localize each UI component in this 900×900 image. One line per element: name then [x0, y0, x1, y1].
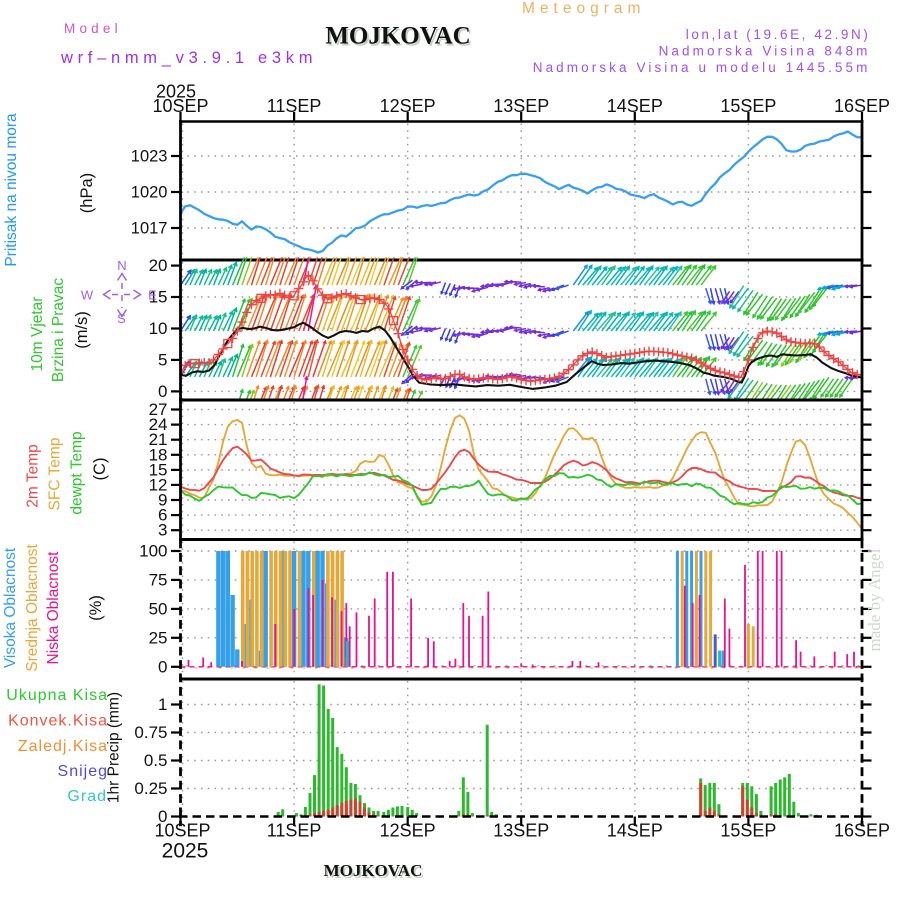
svg-text:Pritisak na nivou mora: Pritisak na nivou mora: [3, 113, 20, 267]
svg-text:Model: Model: [64, 21, 122, 36]
svg-text:3: 3: [158, 521, 167, 540]
svg-text:6: 6: [158, 506, 167, 525]
svg-text:5: 5: [158, 350, 167, 369]
svg-text:15SEP: 15SEP: [720, 96, 776, 116]
svg-text:MOJKOVAC: MOJKOVAC: [325, 23, 470, 50]
svg-text:12SEP: 12SEP: [380, 96, 436, 116]
svg-text:15: 15: [149, 288, 168, 307]
svg-text:12: 12: [149, 475, 168, 494]
svg-text:Srednja Oblacnost: Srednja Oblacnost: [24, 544, 41, 672]
svg-text:0.5: 0.5: [144, 751, 168, 770]
svg-text:S: S: [117, 311, 126, 326]
svg-text:1020: 1020: [131, 184, 168, 202]
svg-text:MOJKOVAC: MOJKOVAC: [325, 863, 424, 882]
svg-text:2m Temp: 2m Temp: [25, 444, 42, 507]
svg-text:Ukupna Kisa: Ukupna Kisa: [6, 687, 108, 704]
svg-text:Brzina i Pravac: Brzina i Pravac: [50, 278, 67, 382]
svg-text:Konvek.Kisa: Konvek.Kisa: [8, 713, 108, 730]
svg-text:1: 1: [158, 695, 167, 714]
svg-text:12SEP: 12SEP: [380, 821, 436, 841]
svg-text:9: 9: [158, 491, 167, 510]
svg-text:(m/s): (m/s): [73, 311, 91, 349]
svg-text:16SEP: 16SEP: [834, 96, 890, 116]
svg-text:2025: 2025: [162, 840, 209, 863]
svg-text:13SEP: 13SEP: [493, 821, 549, 841]
svg-text:Nadmorska Visina u modelu 1445: Nadmorska Visina u modelu 1445.55m: [533, 60, 871, 75]
svg-text:100: 100: [139, 542, 167, 561]
svg-text:lon,lat (19.6E, 42.9N): lon,lat (19.6E, 42.9N): [686, 27, 871, 42]
svg-text:14SEP: 14SEP: [607, 821, 663, 841]
svg-text:0: 0: [158, 657, 167, 676]
svg-text:0.75: 0.75: [134, 723, 167, 742]
svg-text:2025: 2025: [156, 82, 196, 102]
svg-text:Snijeg: Snijeg: [58, 763, 108, 780]
svg-text:N: N: [117, 258, 126, 273]
svg-text:25: 25: [149, 628, 168, 647]
svg-text:1017: 1017: [131, 220, 168, 238]
svg-text:21: 21: [149, 430, 168, 449]
svg-text:Niska Oblacnost: Niska Oblacnost: [45, 551, 62, 665]
svg-text:10: 10: [149, 319, 168, 338]
svg-text:15SEP: 15SEP: [720, 821, 776, 841]
svg-text:10SEP: 10SEP: [154, 821, 210, 841]
svg-text:24: 24: [149, 415, 168, 434]
svg-text:W: W: [81, 288, 94, 303]
svg-text:1hr Precip (mm): 1hr Precip (mm): [106, 692, 123, 803]
svg-text:0: 0: [158, 382, 167, 401]
svg-text:(%): (%): [87, 595, 105, 621]
svg-text:E: E: [148, 288, 157, 303]
svg-text:Meteogram: Meteogram: [522, 0, 645, 17]
svg-text:Nadmorska Visina 848m: Nadmorska Visina 848m: [659, 44, 871, 59]
svg-text:50: 50: [149, 599, 168, 618]
svg-text:20: 20: [149, 256, 168, 275]
svg-text:75: 75: [149, 570, 168, 589]
svg-text:Grad: Grad: [67, 788, 107, 805]
svg-text:(C): (C): [91, 458, 109, 481]
svg-text:0: 0: [158, 807, 167, 826]
svg-text:16SEP: 16SEP: [834, 821, 890, 841]
svg-text:13SEP: 13SEP: [493, 96, 549, 116]
svg-text:0.25: 0.25: [134, 779, 167, 798]
svg-text:SFC Temp: SFC Temp: [47, 438, 64, 511]
svg-text:Visoka Oblacnost: Visoka Oblacnost: [2, 547, 19, 668]
svg-text:wrf–nmm_v3.9.1 e3km: wrf–nmm_v3.9.1 e3km: [60, 49, 317, 67]
svg-text:15: 15: [149, 460, 168, 479]
svg-text:Zaledj.Kisa: Zaledj.Kisa: [18, 738, 108, 755]
svg-text:made by Angel: made by Angel: [865, 548, 884, 651]
svg-text:MOJKOVAC: MOJKOVAC: [327, 24, 472, 51]
svg-text:27: 27: [149, 400, 168, 419]
svg-text:(hPa): (hPa): [78, 173, 96, 213]
svg-text:14SEP: 14SEP: [607, 96, 663, 116]
svg-text:11SEP: 11SEP: [267, 821, 322, 841]
svg-text:18: 18: [149, 445, 168, 464]
svg-text:dewpt Temp: dewpt Temp: [69, 431, 86, 514]
svg-text:1023: 1023: [131, 148, 168, 166]
svg-text:MOJKOVAC: MOJKOVAC: [324, 861, 423, 880]
svg-text:10m Vjetar: 10m Vjetar: [29, 297, 46, 372]
svg-text:10SEP: 10SEP: [152, 96, 208, 116]
svg-text:11SEP: 11SEP: [267, 96, 322, 116]
